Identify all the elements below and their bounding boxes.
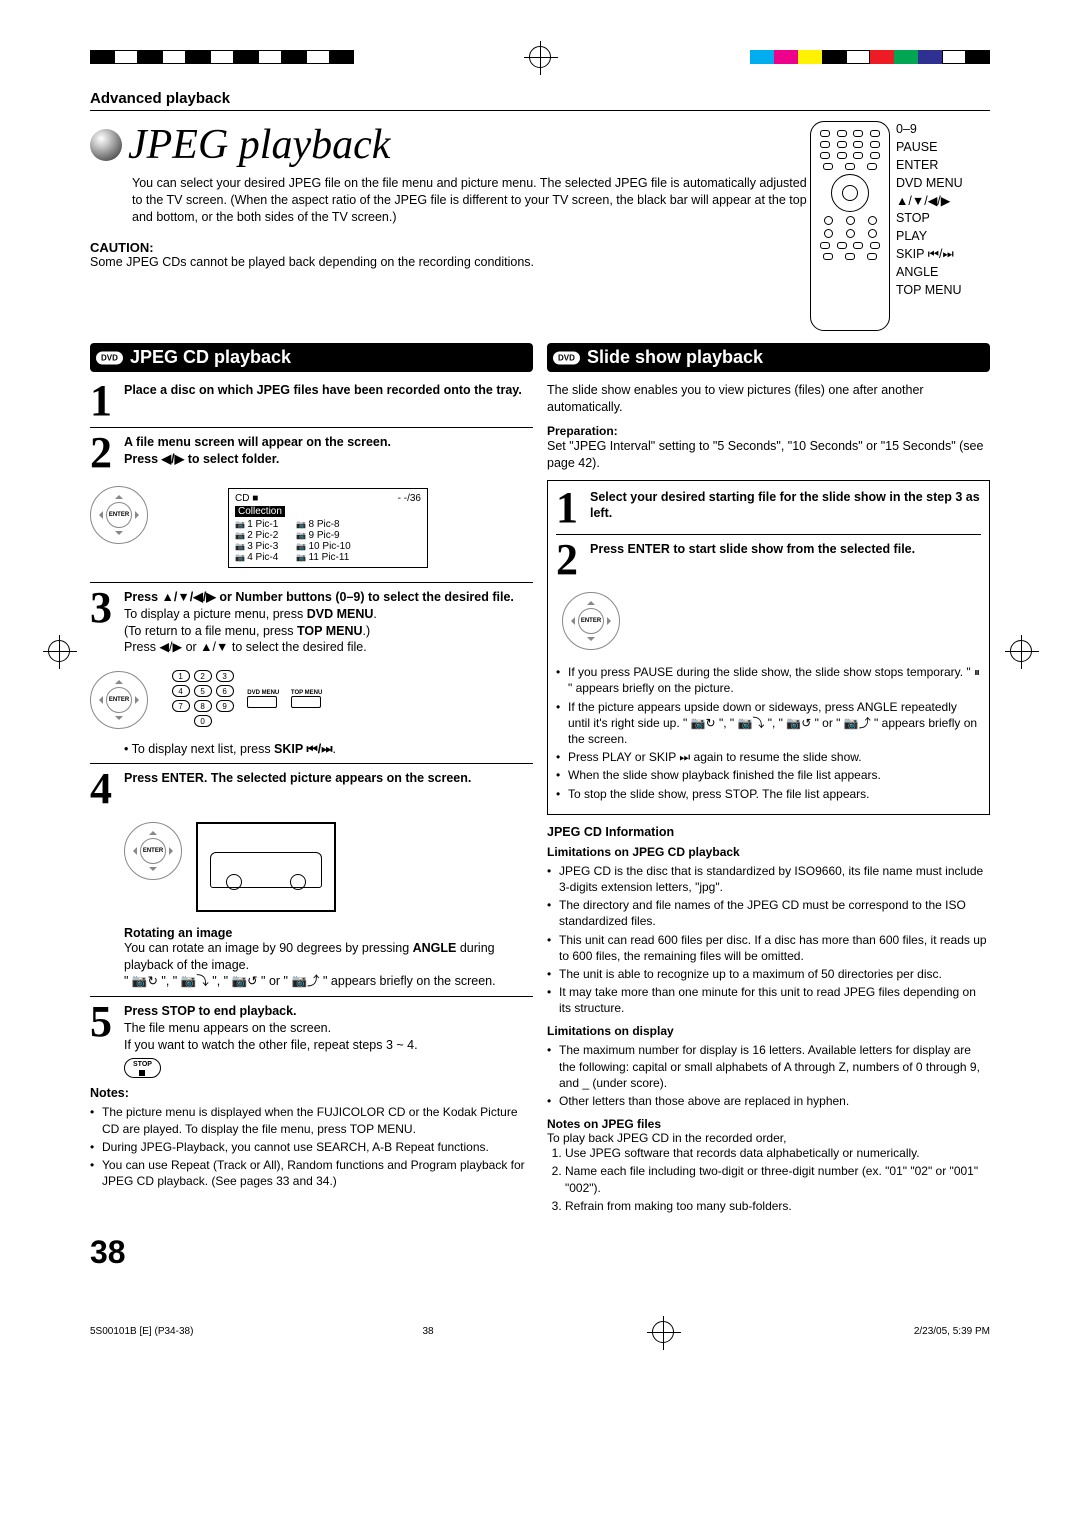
print-registration-top: [0, 0, 1080, 70]
step-number: 3: [90, 589, 124, 626]
title-text: JPEG playback: [128, 121, 390, 169]
notes-list: The picture menu is displayed when the F…: [90, 1104, 533, 1189]
stop-button-icon: STOP: [124, 1058, 161, 1078]
dpad-enter-icon: [90, 671, 148, 729]
jpeg-notes-list: Use JPEG software that records data alph…: [565, 1145, 990, 1214]
display-lim-title: Limitations on display: [547, 1024, 990, 1038]
step-number: 5: [90, 1003, 124, 1040]
folder-hdr-left: CD ■: [235, 493, 258, 504]
step3-c: (To return to a file menu, press TOP MEN…: [124, 624, 370, 638]
slideshow-notes: If you press PAUSE during the slide show…: [556, 664, 981, 802]
folder-collection: Collection: [235, 506, 285, 517]
step-number: 1: [556, 489, 590, 526]
registration-mark-left: [48, 640, 70, 662]
folder-hdr-right: - -/36: [398, 493, 421, 504]
page-content: Advanced playback JPEG playback You can …: [0, 70, 1080, 1291]
step5-c: If you want to watch the other file, rep…: [124, 1038, 418, 1052]
slideshow-intro: The slide show enables you to view pictu…: [547, 382, 990, 416]
step3-b: To display a picture menu, press DVD MEN…: [124, 607, 377, 621]
remote-body: [810, 121, 890, 331]
dpad-enter-icon: [90, 486, 148, 544]
step3-d: Press ◀/▶ or ▲/▼ to select the desired f…: [124, 640, 367, 654]
preparation-text: Set "JPEG Interval" setting to "5 Second…: [547, 438, 990, 472]
remote-labels: 0–9PAUSEENTERDVD MENU▲/▼/◀/▶STOPPLAYSKIP…: [896, 121, 963, 300]
dpad-enter-icon: [124, 822, 182, 880]
jpeg-notes-intro: To play back JPEG CD in the recorded ord…: [547, 1131, 990, 1145]
page-number: 38: [90, 1234, 990, 1271]
left-column: JPEG CD playback 1 Place a disc on which…: [90, 343, 533, 1216]
file-menu-screenshot: CD ■- -/36 Collection 1 Pic-12 Pic-23 Pi…: [228, 488, 428, 568]
menu-buttons-icon: DVD MENU: [247, 690, 279, 710]
step2-text-b: Press ◀/▶ to select folder.: [124, 452, 279, 466]
color-bar-right: [750, 50, 990, 64]
rotating-b: " 📷↻ ", " 📷⤵ ", " 📷↺ " or " 📷⤴ " appears…: [124, 974, 496, 988]
step3-lead: Press ▲/▼/◀/▶ or Number buttons (0–9) to…: [124, 590, 514, 604]
title-bullet-icon: [90, 129, 122, 161]
step1-text: Place a disc on which JPEG files have be…: [124, 383, 522, 397]
number-pad-icon: 123 456 789 0: [172, 670, 234, 730]
rotating-a: You can rotate an image by 90 degrees by…: [124, 941, 495, 972]
slideshow-heading: Slide show playback: [547, 343, 990, 372]
menu-buttons-icon: TOP MENU: [291, 690, 322, 710]
limitations-list: JPEG CD is the disc that is standardized…: [547, 863, 990, 1017]
jpeg-cd-heading: JPEG CD playback: [90, 343, 533, 372]
step-number: 2: [90, 434, 124, 471]
remote-dpad-icon: [831, 174, 869, 212]
jpeg-notes-title: Notes on JPEG files: [547, 1117, 990, 1131]
r-step1: Select your desired starting file for th…: [590, 490, 980, 521]
page-title: JPEG playback: [90, 121, 810, 169]
step3-skip: • To display next list, press SKIP ⏮/⏭.: [124, 742, 533, 757]
step-number: 4: [90, 770, 124, 807]
jpeg-info-title: JPEG CD Information: [547, 825, 990, 839]
section-header: Advanced playback: [90, 90, 990, 111]
footer-right: 2/23/05, 5:39 PM: [914, 1326, 990, 1337]
display-lim-list: The maximum number for display is 16 let…: [547, 1042, 990, 1109]
registration-mark-top: [529, 46, 551, 68]
registration-mark-bottom: [652, 1321, 674, 1343]
limitations-title: Limitations on JPEG CD playback: [547, 845, 990, 859]
print-footer: 5S00101B [E] (P34-38) 38 2/23/05, 5:39 P…: [0, 1291, 1080, 1353]
step5-b: The file menu appears on the screen.: [124, 1021, 331, 1035]
preparation-title: Preparation:: [547, 424, 990, 438]
step-number: 1: [90, 382, 124, 419]
step2-text-a: A file menu screen will appear on the sc…: [124, 435, 391, 449]
remote-diagram: 0–9PAUSEENTERDVD MENU▲/▼/◀/▶STOPPLAYSKIP…: [810, 121, 990, 331]
r-step2: Press ENTER to start slide show from the…: [590, 542, 915, 556]
step-number: 2: [556, 541, 590, 578]
dpad-enter-icon: [562, 592, 620, 650]
caution-heading: CAUTION:: [90, 240, 810, 255]
registration-mark-right: [1010, 640, 1032, 662]
right-column: Slide show playback The slide show enabl…: [547, 343, 990, 1216]
footer-center: 38: [423, 1326, 434, 1337]
intro-text: You can select your desired JPEG file on…: [132, 175, 810, 226]
color-bar-left: [90, 50, 354, 64]
step4-text: Press ENTER. The selected picture appear…: [124, 771, 471, 785]
notes-heading: Notes:: [90, 1086, 533, 1100]
step5-lead: Press STOP to end playback.: [124, 1004, 297, 1018]
sample-picture-icon: [196, 822, 336, 912]
rotating-title: Rotating an image: [124, 926, 533, 940]
caution-text: Some JPEG CDs cannot be played back depe…: [90, 255, 810, 269]
footer-left: 5S00101B [E] (P34-38): [90, 1326, 193, 1337]
